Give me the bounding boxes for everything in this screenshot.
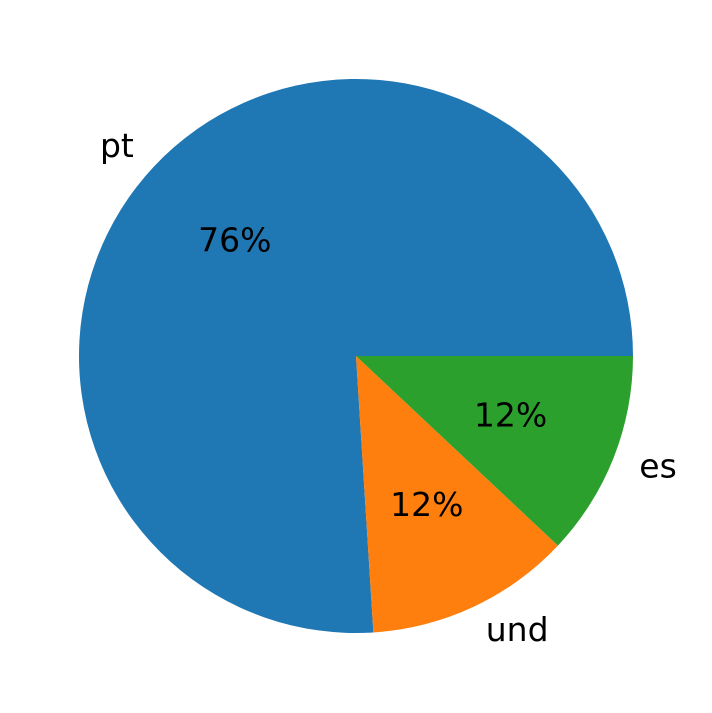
slice-label: und <box>486 610 549 649</box>
slice-label: pt <box>100 126 134 165</box>
value-label: 76% <box>198 221 271 260</box>
pie-slice <box>356 356 633 546</box>
value-label: 12% <box>474 396 547 435</box>
value-label: 12% <box>390 485 463 524</box>
slice-label: es <box>639 447 677 486</box>
pie-slice <box>356 356 558 633</box>
